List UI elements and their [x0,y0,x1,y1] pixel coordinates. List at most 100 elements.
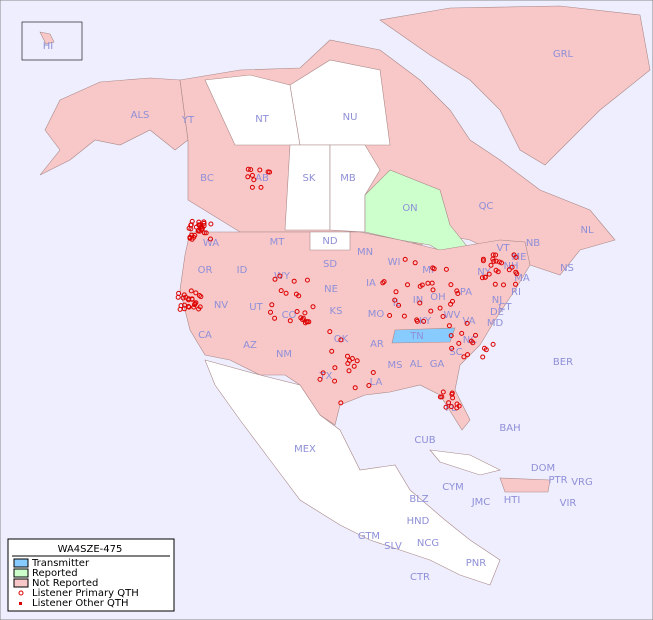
listener-dot [183,294,189,300]
listener-dot [461,354,467,360]
region-label: SK [303,173,316,184]
legend-swatch [13,578,29,588]
listener-dot [272,315,278,321]
region-label: MT [270,237,286,248]
listener-dot [320,370,326,376]
listener-dot [304,277,310,283]
region-label: SC [449,347,462,358]
region-label: CO [282,310,297,321]
listener-dot [492,281,498,287]
region-label: BER [553,357,573,368]
listener-dot [197,304,203,310]
mexico [204,359,501,586]
listener-dot [430,287,436,293]
region-label: MEX [294,444,316,455]
region-label: NS [560,263,574,274]
region-label: CUB [414,435,435,446]
listener-dots [175,166,520,411]
region-label: NH [504,261,519,272]
region-label: WV [444,310,461,321]
hawaii-inset [21,21,83,61]
listener-dot [412,260,418,266]
legend-swatch [19,602,22,605]
listener-dot [449,345,455,351]
region-label: ME [512,252,527,263]
listener-dot [428,308,434,314]
region-label: VT [497,243,511,254]
listener-dot [251,177,257,183]
listener-dot [393,289,399,295]
listener-dot [257,167,263,173]
listener-dot [189,296,195,302]
region-label: MD [487,318,504,329]
listener-dot [186,304,192,310]
alaska [39,77,189,176]
legend-label: Listener Other QTH [32,598,128,609]
listener-dot [381,279,387,285]
listener-dot [200,225,205,231]
listener-dot [490,341,496,347]
listener-dot [283,290,289,296]
listener-dot [249,172,255,178]
region-label: MI [422,265,434,276]
region-label: ALS [131,110,150,121]
listener-dot [352,385,358,391]
land [21,5,651,586]
listener-dot [338,400,344,406]
listener-dot [317,376,323,382]
listener-dot [191,234,197,240]
listener-dot [338,337,344,343]
listener-dot [448,301,454,307]
region-label: JMC [471,497,491,508]
listener-dot [248,167,254,173]
listener-dot [491,258,497,264]
listener-dot [501,282,506,288]
region-label: NC [463,335,477,346]
region-label: RI [511,287,521,298]
region-label: GA [430,359,445,370]
region-label: BC [200,173,214,184]
listener-dot [347,358,352,363]
listener-dot [396,302,402,308]
listener-dot [446,323,452,329]
region-label: BAH [499,423,520,434]
listener-dot [346,368,352,374]
region-label: NV [214,300,228,311]
listener-dot [464,320,470,326]
legend: WA4SZE-475 Transmitter Reported Not Repo… [7,538,175,612]
listener-dot [329,348,335,354]
region-label: ID [237,265,248,276]
listener-dot [392,297,398,303]
listener-dot [180,295,186,301]
listener-dot [402,256,408,262]
region-label: VRG [571,477,593,488]
listener-dot [401,313,407,319]
listener-dot [465,352,470,358]
region-label: HND [407,516,430,527]
listener-dot [446,400,452,406]
listener-dot [480,354,486,360]
listener-dot [499,260,504,266]
region-label: TN [409,331,424,342]
region-label: KS [330,306,343,317]
legend-swatch [13,558,29,568]
listener-dot [195,228,201,234]
listener-dot [193,290,199,296]
listener-dot [178,303,184,309]
listener-dot [514,271,520,277]
region-label: AB [255,173,269,184]
listener-dot [298,315,304,321]
listener-dot [443,266,449,272]
region-label: LA [370,377,383,388]
region-label: MO [368,309,385,320]
listener-dot [509,264,515,270]
region-label: IN [413,295,423,306]
listener-dot [203,230,209,236]
listener-dot [511,252,517,258]
region-label: NL [580,225,593,236]
listener-dot [417,300,423,306]
region-label: HTI [504,495,521,506]
listener-dot [287,318,293,324]
region-label: WY [274,271,291,282]
